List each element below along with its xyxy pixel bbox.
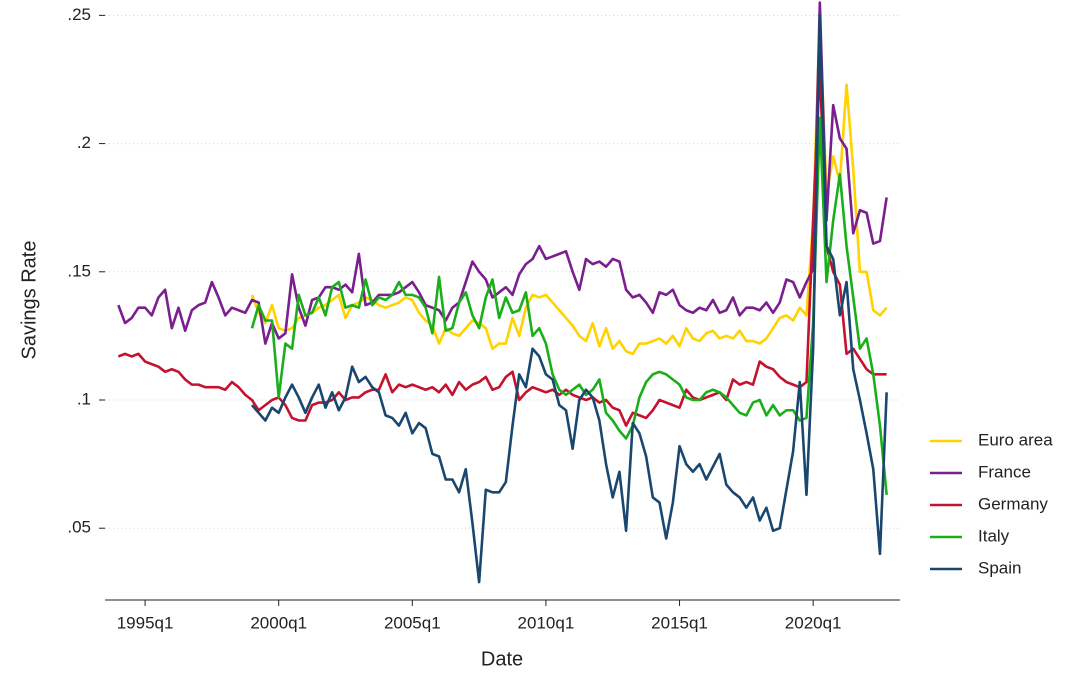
y-tick-label: .25	[67, 5, 91, 24]
y-tick-label: .1	[77, 389, 91, 408]
x-tick-label: 2015q1	[651, 613, 708, 632]
series-line	[250, 14, 888, 356]
legend-label: Italy	[978, 526, 1010, 545]
y-tick-label: .15	[67, 261, 91, 280]
x-tick-label: 2010q1	[518, 613, 575, 632]
series-line	[250, 14, 888, 584]
y-axis-title: Savings Rate	[18, 241, 40, 360]
series-line	[117, 65, 887, 427]
legend-label: France	[978, 462, 1031, 481]
legend-label: Euro area	[978, 430, 1053, 449]
y-tick-label: .05	[67, 518, 91, 537]
x-tick-label: 2020q1	[785, 613, 842, 632]
x-tick-label: 2000q1	[250, 613, 307, 632]
x-axis-title: Date	[481, 648, 523, 670]
series-line	[117, 1, 888, 345]
x-tick-label: 1995q1	[117, 613, 174, 632]
series-line	[250, 116, 888, 495]
legend-label: Germany	[978, 494, 1048, 513]
legend-label: Spain	[978, 558, 1021, 577]
x-tick-label: 2005q1	[384, 613, 441, 632]
y-tick-label: .2	[77, 133, 91, 152]
